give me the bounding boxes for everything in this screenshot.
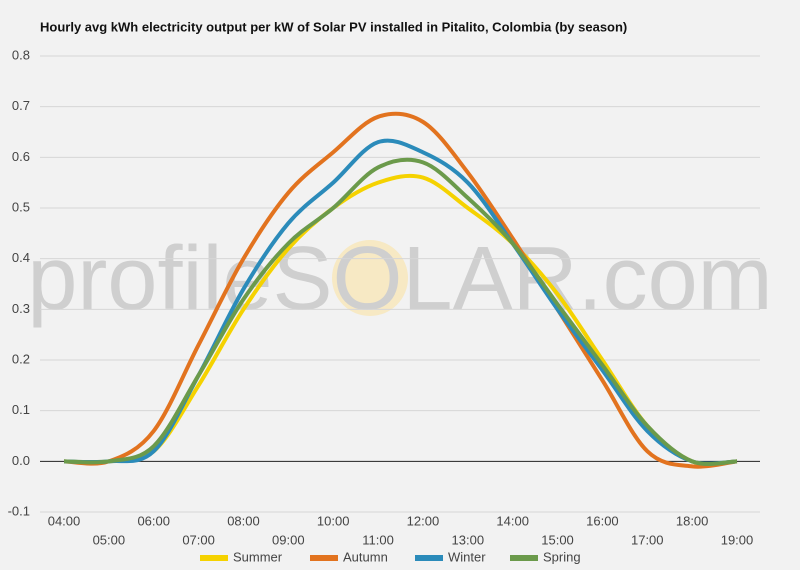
- x-tick-label: 16:00: [586, 513, 619, 528]
- x-tick-label: 09:00: [272, 532, 305, 547]
- y-tick-label: 0.8: [12, 47, 30, 62]
- y-tick-label: 0.7: [12, 98, 30, 113]
- legend-swatch: [200, 555, 228, 561]
- x-tick-label: 18:00: [676, 513, 709, 528]
- series-line: [63, 157, 738, 466]
- y-tick-label: 0.2: [12, 351, 30, 366]
- y-tick-label: 0.5: [12, 199, 30, 214]
- x-tick-label: 08:00: [227, 513, 260, 528]
- x-tick-label: 10:00: [317, 513, 350, 528]
- x-tick-label: 07:00: [182, 532, 215, 547]
- legend-swatch: [310, 555, 338, 561]
- x-tick-label: 04:00: [48, 513, 81, 528]
- y-tick-label: -0.1: [8, 503, 30, 518]
- x-tick-label: 05:00: [93, 532, 126, 547]
- watermark: profileSOLAR.com: [27, 229, 772, 329]
- x-tick-label: 14:00: [496, 513, 529, 528]
- legend-label: Spring: [543, 549, 581, 564]
- x-tick-label: 06:00: [137, 513, 170, 528]
- x-tick-label: 12:00: [407, 513, 440, 528]
- y-tick-label: 0.1: [12, 402, 30, 417]
- legend-swatch: [510, 555, 538, 561]
- x-tick-label: 19:00: [721, 532, 754, 547]
- legend-label: Autumn: [343, 549, 388, 564]
- legend-label: Summer: [233, 549, 283, 564]
- y-tick-label: 0.4: [12, 250, 30, 265]
- chart-title: Hourly avg kWh electricity output per kW…: [40, 19, 627, 34]
- x-tick-label: 11:00: [362, 532, 394, 547]
- y-tick-label: 0.6: [12, 149, 30, 164]
- legend-swatch: [415, 555, 443, 561]
- x-tick-label: 13:00: [452, 532, 485, 547]
- legend-label: Winter: [448, 549, 486, 564]
- y-tick-label: 0.3: [12, 301, 30, 316]
- y-tick-label: 0.0: [12, 453, 30, 468]
- x-tick-label: 17:00: [631, 532, 664, 547]
- series-line: [63, 111, 738, 469]
- x-tick-label: 15:00: [541, 532, 574, 547]
